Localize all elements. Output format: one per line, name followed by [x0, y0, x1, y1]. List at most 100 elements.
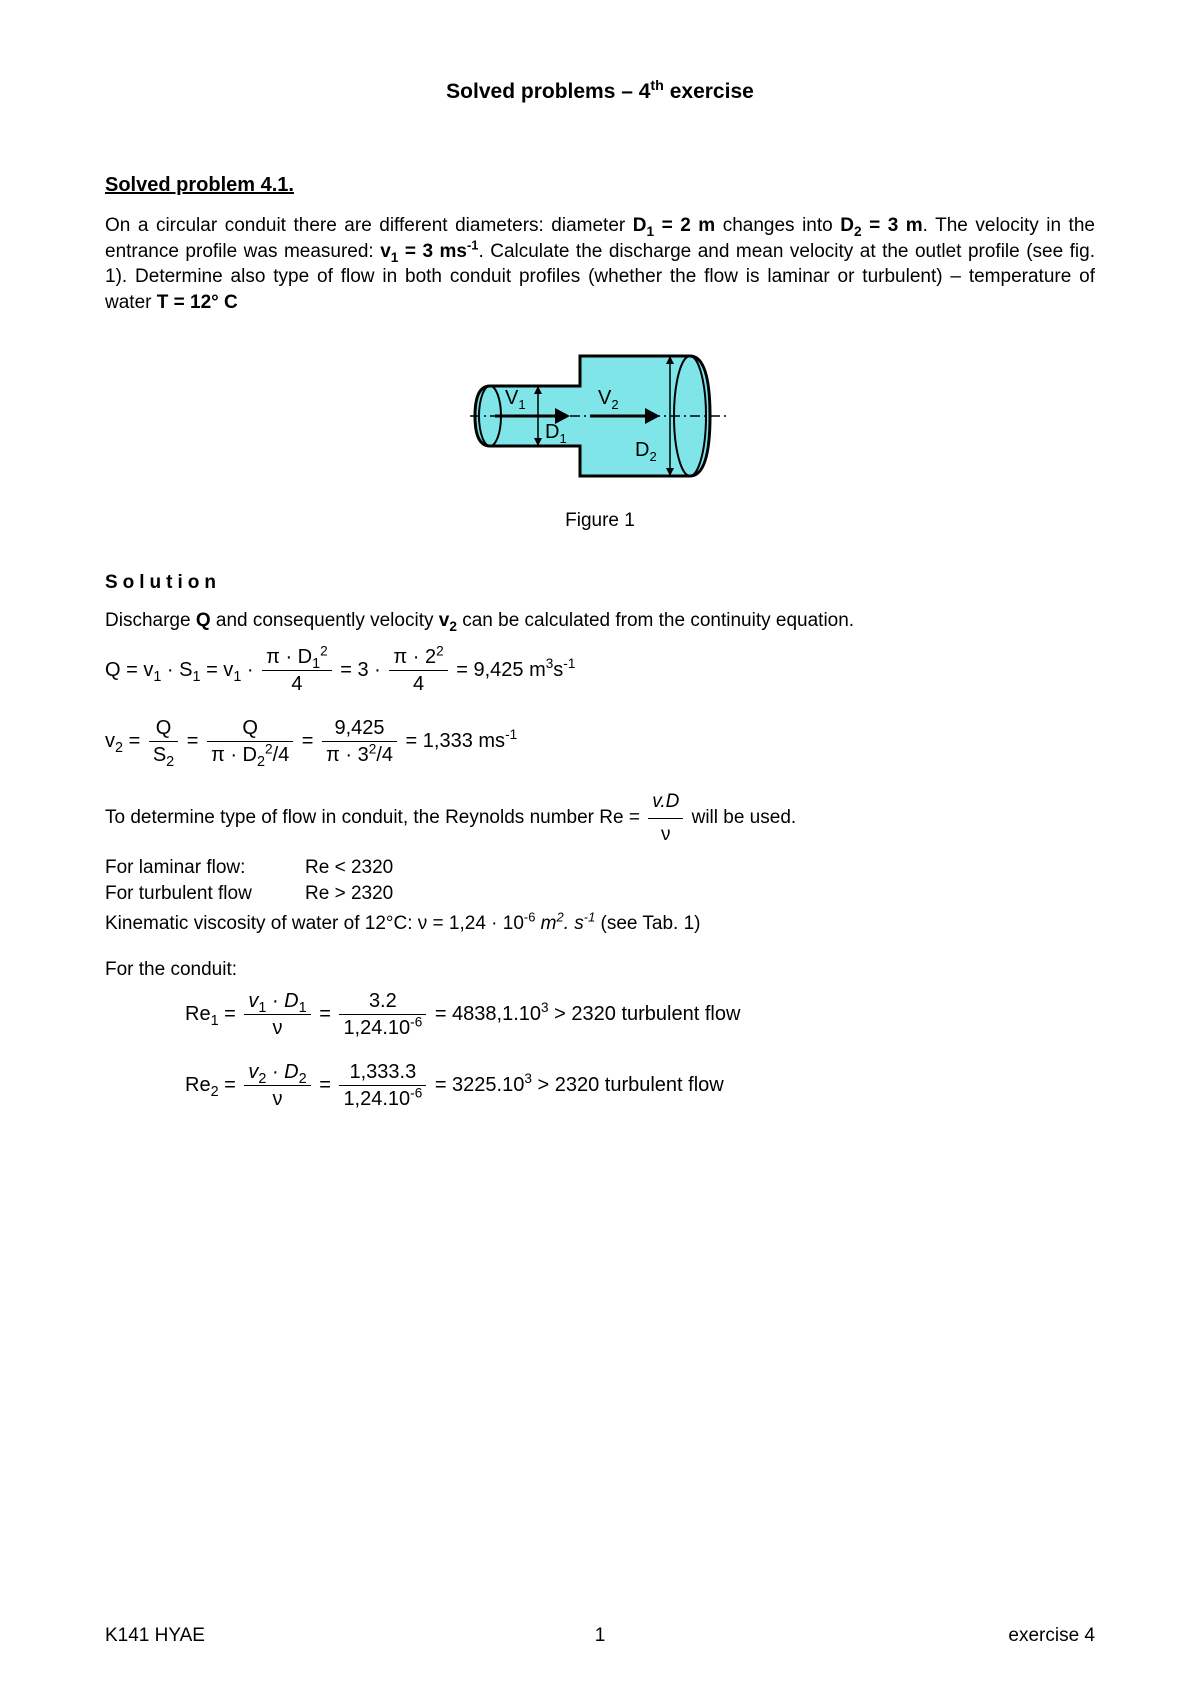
- t: =: [314, 1074, 337, 1096]
- problem-statement: On a circular conduit there are differen…: [105, 213, 1095, 316]
- frac: QS2: [149, 718, 178, 765]
- t: ·: [241, 659, 259, 681]
- s: 2: [436, 644, 444, 659]
- t: π · D: [266, 646, 312, 668]
- document-page: Solved problems – 4th exercise Solved pr…: [0, 0, 1200, 1697]
- conduit-heading: For the conduit:: [105, 959, 1095, 981]
- t: 1,24.10: [343, 1088, 410, 1110]
- s: 2: [299, 1071, 307, 1087]
- val: = 3 m: [862, 215, 923, 236]
- reynolds-intro: To determine type of flow in conduit, th…: [105, 789, 1095, 847]
- laminar-row: For laminar flow: Re < 2320: [105, 857, 1095, 879]
- equation-Q: Q = v1 · S1 = v1 · π · D124 = 3 · π · 22…: [105, 647, 1095, 694]
- t: · S: [161, 659, 192, 681]
- t: Q: [149, 718, 178, 742]
- t: will be used.: [686, 807, 796, 828]
- title-text-b: exercise: [664, 80, 754, 103]
- t: /4: [376, 744, 393, 766]
- t: s: [553, 659, 563, 681]
- val: = 3 ms: [398, 241, 467, 262]
- t: To determine type of flow in conduit, th…: [105, 807, 599, 828]
- s: 2: [166, 754, 174, 770]
- equation-Re2: Re2 = v2 · D2ν = 1,333.31,24.10-6 = 3225…: [185, 1062, 1095, 1109]
- text: can be calculated from the continuity eq…: [457, 610, 854, 631]
- t: v.D: [648, 789, 683, 819]
- t: /4: [273, 744, 290, 766]
- t: v: [248, 1061, 258, 1083]
- t: m: [535, 913, 556, 934]
- s: -1: [563, 656, 575, 671]
- t: Kinematic viscosity of water of 12°C: ν …: [105, 913, 524, 934]
- t: π · D: [211, 744, 257, 766]
- s: -6: [410, 1086, 422, 1101]
- t: = 3225.10: [429, 1074, 524, 1096]
- sup: -1: [467, 237, 478, 252]
- text: changes into: [715, 215, 840, 236]
- sub: 2: [449, 618, 457, 633]
- figure-caption: Figure 1: [105, 510, 1095, 532]
- t: = 1,333 ms: [400, 730, 505, 752]
- t: · D: [266, 1061, 298, 1083]
- label: For turbulent flow: [105, 883, 305, 905]
- t: v: [105, 730, 115, 752]
- t: v: [248, 990, 258, 1012]
- equation-Re1: Re1 = v1 · D1ν = 3.21,24.10-6 = 4838,1.1…: [185, 991, 1095, 1038]
- t: Q: [207, 718, 293, 742]
- s: 2: [265, 742, 273, 757]
- frac: v2 · D2ν: [244, 1062, 310, 1109]
- s: 1: [299, 1000, 307, 1016]
- t: (see Tab. 1): [595, 913, 700, 934]
- text: and consequently velocity: [211, 610, 439, 631]
- t: 9,425: [322, 718, 397, 742]
- s: 3: [524, 1072, 532, 1087]
- sub: 2: [854, 224, 862, 239]
- var-v1: v: [380, 241, 391, 262]
- text: On a circular conduit there are differen…: [105, 215, 633, 236]
- frac: Qπ · D22/4: [207, 718, 293, 765]
- frac: π · 22 4: [389, 647, 447, 694]
- equation-v2: v2 = QS2 = Qπ · D22/4 = 9,425π · 32/4 = …: [105, 718, 1095, 765]
- s: -1: [584, 910, 595, 925]
- t: · D: [266, 990, 298, 1012]
- t: =: [314, 1003, 337, 1025]
- frac: v1 · D1ν: [244, 991, 310, 1038]
- frac: v.Dν: [648, 789, 683, 847]
- s: 1: [193, 669, 201, 685]
- solution-heading: Solution: [105, 572, 1095, 594]
- t: = 9,425 m: [451, 659, 546, 681]
- cond: Re > 2320: [305, 883, 393, 905]
- t: Q = v: [105, 659, 153, 681]
- footer-page-number: 1: [105, 1625, 1095, 1647]
- t: . s: [564, 913, 584, 934]
- sub: 1: [646, 224, 654, 239]
- title-sup: th: [650, 78, 663, 94]
- var-Q: Q: [196, 610, 211, 631]
- t: 4: [389, 671, 447, 694]
- s: -6: [524, 910, 535, 925]
- t: 1,24.10: [343, 1017, 410, 1039]
- problem-heading: Solved problem 4.1.: [105, 174, 1095, 197]
- t: > 2320 turbulent flow: [532, 1074, 724, 1096]
- s: 2: [320, 644, 328, 659]
- t: π · 2: [393, 646, 436, 668]
- frac: π · D124: [262, 647, 332, 694]
- frac: 1,333.31,24.10-6: [339, 1062, 426, 1109]
- frac: 9,425π · 32/4: [322, 718, 397, 765]
- var-v2: v: [439, 610, 450, 631]
- t: π · 3: [326, 744, 369, 766]
- flow-criteria: For laminar flow: Re < 2320 For turbulen…: [105, 857, 1095, 905]
- t: = 3 ·: [335, 659, 387, 681]
- t: Re: [185, 1074, 211, 1096]
- s: -1: [505, 727, 517, 742]
- turbulent-row: For turbulent flow Re > 2320: [105, 883, 1095, 905]
- t: =: [181, 730, 204, 752]
- t: 4: [262, 671, 332, 694]
- val: = 2 m: [654, 215, 715, 236]
- frac: 3.21,24.10-6: [339, 991, 426, 1038]
- label: For laminar flow:: [105, 857, 305, 879]
- t: Re: [185, 1003, 211, 1025]
- t: Re =: [599, 807, 645, 828]
- s: 2: [257, 754, 265, 770]
- viscosity-line: Kinematic viscosity of water of 12°C: ν …: [105, 913, 1095, 935]
- figure-1: V1 V2 D1 D2: [105, 346, 1095, 492]
